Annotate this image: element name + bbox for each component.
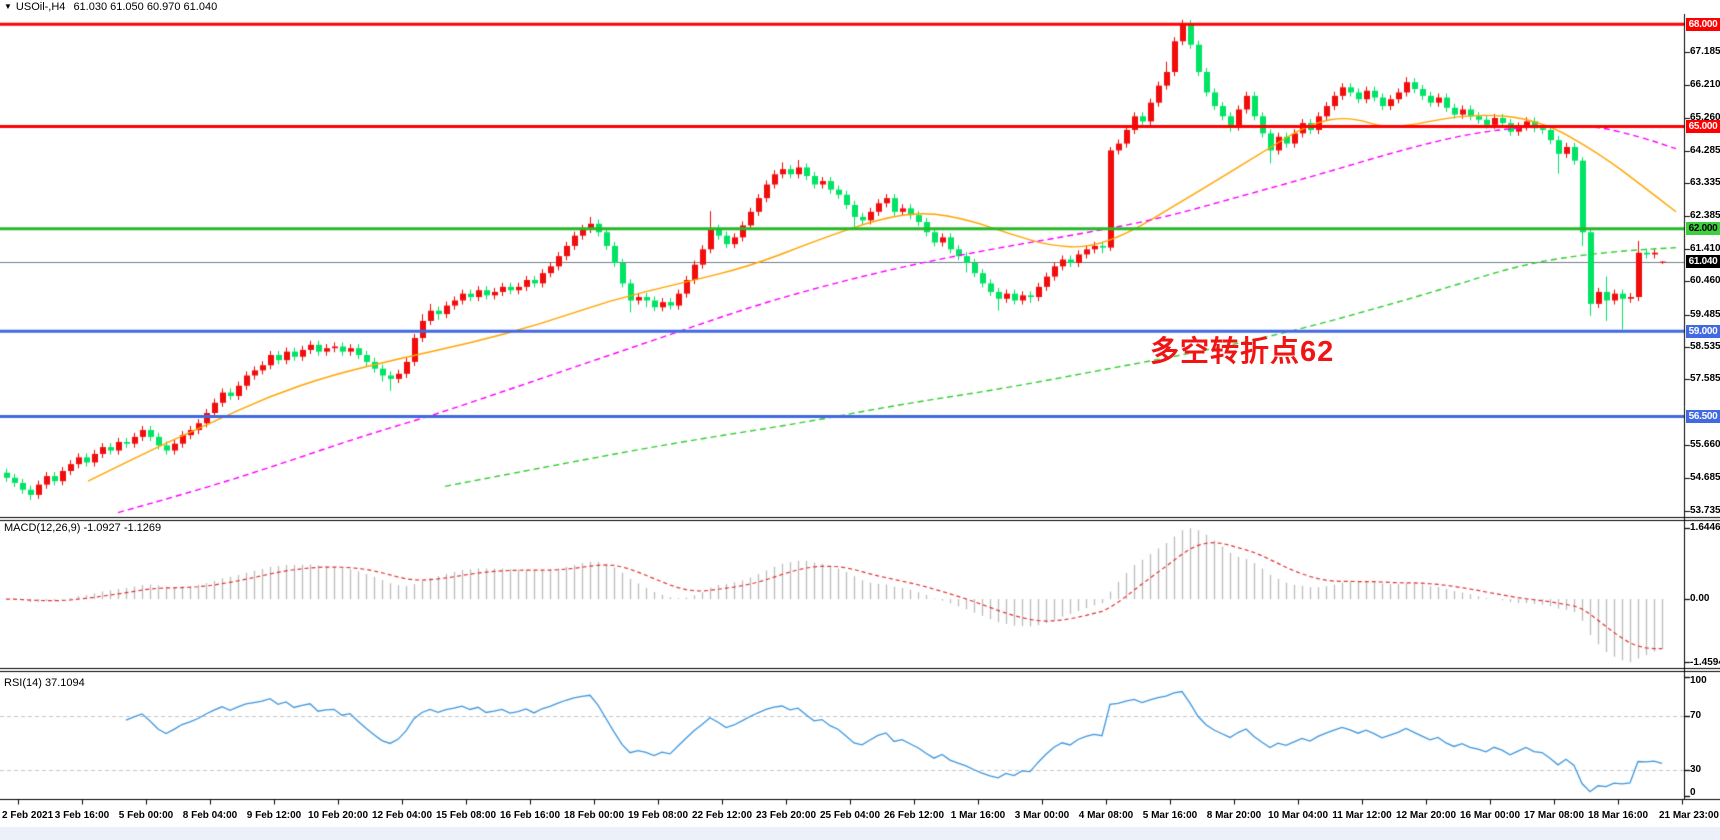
date-label: 1 Mar 16:00 (950, 810, 1006, 821)
date-label: 19 Feb 08:00 (627, 810, 689, 821)
date-label: 23 Feb 20:00 (755, 810, 817, 821)
date-label: 5 Mar 16:00 (1142, 810, 1198, 821)
date-label: 22 Feb 12:00 (691, 810, 753, 821)
macd-tick-label: 0.00 (1690, 593, 1710, 605)
current-price-tag: 61.040 (1686, 255, 1720, 269)
rsi-tick-label: 100 (1690, 675, 1707, 686)
price-tick-label: 62.385 (1690, 209, 1720, 221)
level-tag-56.500: 56.500 (1686, 409, 1720, 423)
date-label: 10 Feb 20:00 (307, 810, 369, 821)
date-label: 8 Feb 04:00 (182, 810, 238, 821)
ohlc-readout: 61.030 61.050 60.970 61.040 (73, 1, 218, 13)
price-tick-label: 55.660 (1690, 439, 1720, 451)
date-label: 18 Feb 00:00 (563, 810, 625, 821)
date-label: 25 Feb 04:00 (819, 810, 881, 821)
level-tag-59.000: 59.000 (1686, 324, 1720, 338)
date-label: 10 Mar 04:00 (1267, 810, 1329, 821)
price-tick-label: 58.535 (1690, 341, 1720, 353)
price-tick-label: 65.260 (1690, 111, 1720, 123)
date-label: 8 Mar 20:00 (1206, 810, 1262, 821)
rsi-indicator-label: RSI(14) 37.1094 (4, 677, 85, 689)
date-label: 21 Mar 23:00 (1658, 810, 1719, 821)
price-tick-label: 53.735 (1690, 504, 1720, 516)
date-label: 4 Mar 08:00 (1078, 810, 1134, 821)
price-tick-label: 64.285 (1690, 144, 1720, 156)
macd-tick-label: -1.4594 (1690, 657, 1720, 668)
level-tag-65.000: 65.000 (1686, 120, 1720, 134)
bottom-strip (0, 827, 1720, 840)
price-tick-label: 63.335 (1690, 177, 1720, 189)
date-label: 16 Feb 16:00 (499, 810, 561, 821)
chart-title-bar: ▼ USOil-,H4 61.030 61.050 60.970 61.040 (4, 1, 217, 13)
date-label: 5 Feb 00:00 (118, 810, 174, 821)
price-tick-label: 66.210 (1690, 79, 1720, 91)
price-tick-label: 59.485 (1690, 308, 1720, 320)
rsi-tick-label: 30 (1690, 764, 1702, 776)
date-label: 18 Mar 16:00 (1587, 810, 1649, 821)
price-tick-label: 67.185 (1690, 46, 1720, 58)
price-tick-label: 57.585 (1690, 373, 1720, 385)
level-tag-68.000: 68.000 (1686, 17, 1720, 31)
date-label: 12 Feb 04:00 (371, 810, 433, 821)
date-label: 2 Feb 2021 (2, 810, 54, 821)
symbol-timeframe-label: USOil-,H4 (15, 1, 66, 13)
date-label: 26 Feb 12:00 (883, 810, 945, 821)
chart-annotation-text: 多空转折点62 (1150, 336, 1335, 368)
macd-tick-label: 1.6446 (1690, 522, 1720, 533)
date-label: 16 Mar 00:00 (1459, 810, 1521, 821)
date-label: 3 Mar 00:00 (1014, 810, 1070, 821)
macd-indicator-label: MACD(12,26,9) -1.0927 -1.1269 (4, 522, 162, 534)
price-tick-label: 61.410 (1690, 242, 1720, 254)
rsi-tick-label: 70 (1690, 710, 1702, 722)
price-tick-label: 54.685 (1690, 472, 1720, 484)
date-label: 15 Feb 08:00 (435, 810, 497, 821)
date-label: 3 Feb 16:00 (54, 810, 110, 821)
date-label: 9 Feb 12:00 (246, 810, 302, 821)
rsi-tick-label: 0 (1690, 787, 1696, 798)
date-label: 12 Mar 20:00 (1395, 810, 1457, 821)
symbol-dropdown-icon[interactable]: ▼ (4, 2, 12, 11)
level-tag-62.000: 62.000 (1686, 222, 1720, 236)
price-tick-label: 60.460 (1690, 275, 1720, 287)
date-label: 17 Mar 08:00 (1523, 810, 1585, 821)
date-label: 11 Mar 12:00 (1332, 810, 1392, 821)
